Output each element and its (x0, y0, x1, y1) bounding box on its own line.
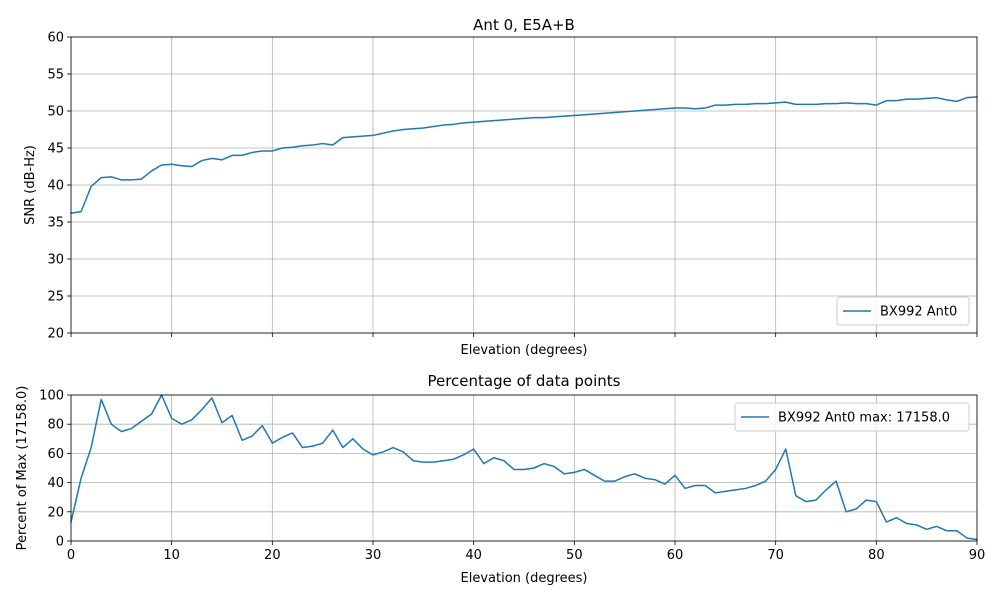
legend-box (734, 402, 970, 432)
x-tick-label: 40 (465, 548, 482, 563)
legend-entry-label: BX992 Ant0 (880, 305, 957, 320)
y-tick-label: 50 (47, 105, 64, 120)
plot-frame (70, 394, 978, 542)
y-tick-label: 40 (47, 476, 64, 491)
x-tick-label: 70 (767, 548, 784, 563)
series-line-1 (70, 394, 978, 541)
legend: BX992 Ant0 (836, 296, 970, 326)
y-tick-label: 20 (47, 327, 64, 342)
x-tick-label: 50 (566, 548, 583, 563)
y-tick-label: 60 (47, 447, 64, 462)
chart-title: Percentage of data points (427, 372, 620, 390)
chart-panel-1: 20 25 30 35 40 45 50 55 60 Ant 0, E5A+B Elevation … (23, 16, 978, 358)
x-tick-label: 90 (969, 548, 986, 563)
x-tick-label: 30 (365, 548, 382, 563)
y-tick-label: 35 (47, 216, 64, 231)
x-axis-label: Elevation (degrees) (461, 343, 588, 358)
y-axis-label: Percent of Max (17158.0) (15, 386, 30, 551)
x-axis-label: Elevation (degrees) (461, 571, 588, 586)
legend-entry-label: BX992 Ant0 max: 17158.0 (778, 411, 950, 426)
x-tick-label: 10 (163, 548, 180, 563)
series-line-1 (70, 96, 978, 214)
chart-panel-2: 0 10 20 30 40 50 60 70 80 90 0 20 40 60 80 100 Percentag… (15, 372, 985, 586)
y-tick-label: 20 (47, 505, 64, 520)
legend: BX992 Ant0 max: 17158.0 (734, 402, 970, 432)
y-tick-label: 100 (39, 389, 64, 404)
legend-box (836, 296, 970, 326)
x-tick-label: 60 (667, 548, 684, 563)
x-tick-label: 0 (67, 548, 75, 563)
y-tick-label: 45 (47, 142, 64, 157)
x-tick-label: 80 (868, 548, 885, 563)
y-tick-label: 55 (47, 68, 64, 83)
y-tick-label: 25 (47, 290, 64, 305)
y-axis-label: SNR (dB-Hz) (23, 145, 38, 225)
y-tick-label: 30 (47, 253, 64, 268)
chart-title: Ant 0, E5A+B (473, 16, 575, 34)
y-tick-label: 40 (47, 179, 64, 194)
y-tick-label: 60 (47, 31, 64, 46)
y-tick-label: 80 (47, 418, 64, 433)
x-tick-label: 20 (264, 548, 281, 563)
y-tick-label: 0 (56, 535, 64, 550)
